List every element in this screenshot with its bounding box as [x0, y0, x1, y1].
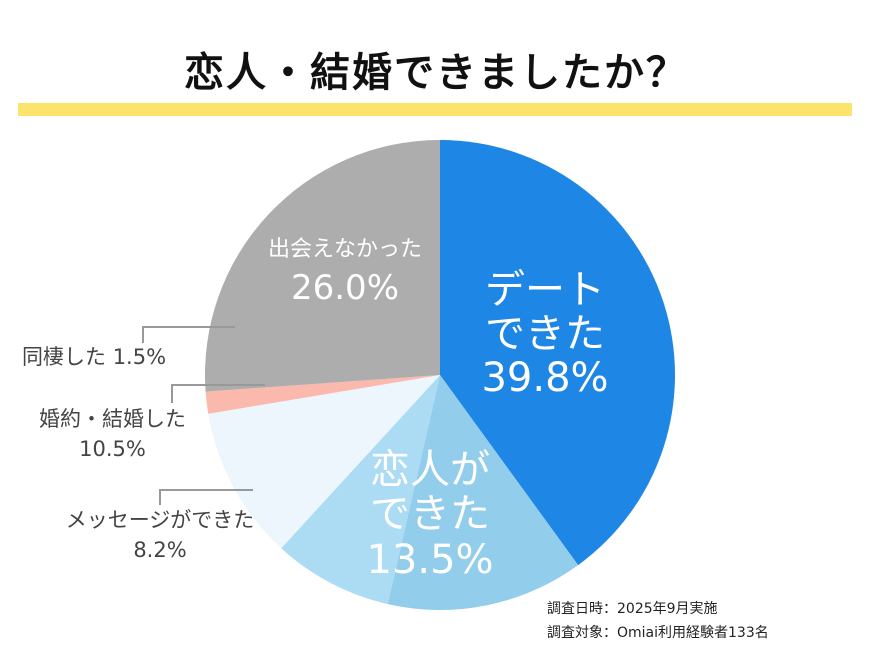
slice-value: 26.0%: [290, 268, 399, 309]
label-no-meet: 出会えなかった 26.0%: [245, 237, 445, 309]
slice-label-line: できた: [370, 491, 490, 537]
pie-slice: [205, 375, 440, 414]
slice-value: 8.2%: [133, 538, 187, 563]
slice-label-line: 同棲した: [22, 345, 106, 369]
slice-value: 13.5%: [366, 537, 494, 583]
slice-label-line: デート: [485, 267, 605, 313]
slice-label-line: 恋人が: [370, 447, 490, 493]
slice-label-line: 婚約・結婚した: [39, 407, 186, 431]
pie-slice: [281, 375, 440, 605]
slice-value: 39.8%: [481, 355, 609, 401]
leader-line: [159, 489, 253, 505]
survey-date: 調査日時：2025年9月実施: [547, 601, 718, 617]
chart-title: 恋人・結婚できましたか？: [184, 50, 688, 96]
pie-slice: [208, 375, 440, 549]
slice-label-line: 出会えなかった: [267, 237, 422, 262]
label-lover: 恋人が できた 13.5%: [355, 448, 505, 582]
slice-label-line: メッセージができた: [65, 508, 255, 532]
leader-line: [171, 384, 265, 403]
label-cohabit: 同棲した 1.5%: [22, 342, 166, 372]
pie-slice: [440, 140, 676, 566]
slice-label-line: できた: [485, 311, 605, 357]
pie-slice: [387, 375, 579, 610]
label-marriage: 婚約・結婚した 10.5%: [20, 404, 205, 465]
title-underline: [18, 103, 852, 116]
label-message: メッセージができた 8.2%: [45, 505, 275, 566]
pie-slice: [205, 140, 440, 392]
slice-value: 10.5%: [79, 437, 146, 462]
label-date: デート できた 39.8%: [470, 268, 620, 400]
slice-value: 1.5%: [112, 345, 167, 369]
leader-line: [142, 326, 235, 343]
survey-target: 調査対象：Omiai利用経験者133名: [547, 625, 769, 641]
